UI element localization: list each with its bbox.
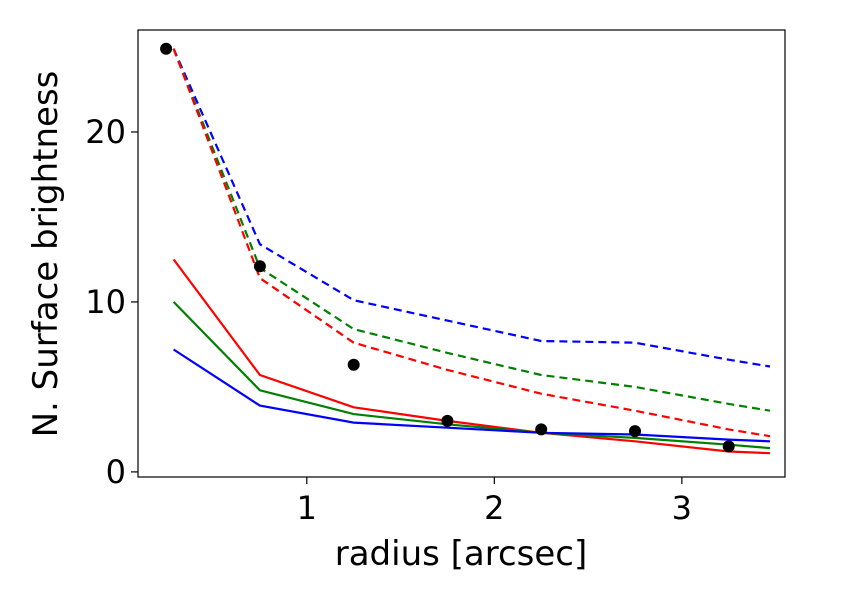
y-axis-ticks: 0 10 20	[85, 113, 138, 491]
data-point	[254, 260, 266, 272]
x-tick-label: 2	[484, 489, 504, 527]
y-tick-label: 0	[106, 453, 126, 491]
data-point	[441, 415, 453, 427]
x-axis-label: radius [arcsec]	[335, 534, 588, 574]
points-layer	[160, 43, 735, 453]
y-axis-label: N. Surface brightness	[26, 71, 66, 438]
x-tick-label: 1	[297, 489, 317, 527]
data-point	[348, 359, 360, 371]
series-line-5	[174, 49, 770, 437]
plot-frame	[138, 30, 785, 477]
series-line-0	[174, 259, 770, 453]
x-axis-ticks: 1 2 3	[297, 477, 692, 527]
data-point	[535, 423, 547, 435]
data-point	[160, 43, 172, 55]
series-line-3	[174, 49, 770, 367]
series-line-4	[174, 49, 770, 411]
data-point	[723, 440, 735, 452]
y-tick-label: 10	[85, 283, 126, 321]
data-point	[629, 425, 641, 437]
x-tick-label: 3	[672, 489, 692, 527]
y-tick-label: 20	[85, 113, 126, 151]
series-layer	[174, 49, 770, 454]
